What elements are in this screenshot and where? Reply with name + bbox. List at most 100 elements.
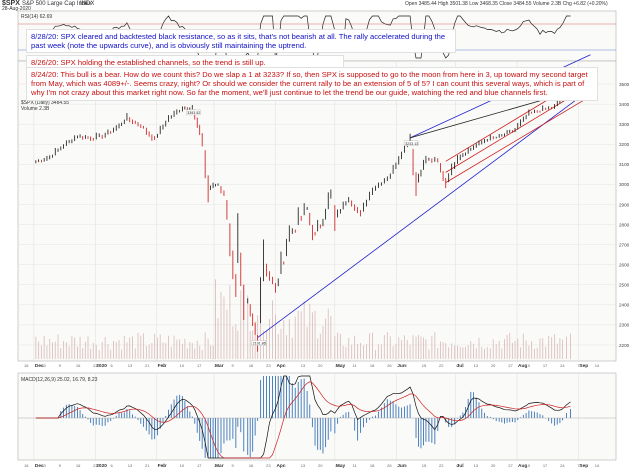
x-tick-2020: 2020 xyxy=(96,363,107,369)
y-tick-2600: 2600 xyxy=(619,262,630,267)
x-tick-macd-May: May xyxy=(336,463,346,469)
x-tick-Jul: Jul xyxy=(457,363,464,369)
x-day-23: 15 xyxy=(422,363,427,368)
volume-label: Volume 2.3B xyxy=(21,106,50,112)
grid-lines xyxy=(18,61,616,460)
annotation-0: 3393.52 xyxy=(187,111,200,115)
x-tick-macd-Jun: Jun xyxy=(397,463,406,469)
y-tick-2800: 2800 xyxy=(619,222,630,227)
x-day-macd-24: 22 xyxy=(439,463,444,468)
commentary-note-3: 8/24/20: This bull is a bear. How do we … xyxy=(26,67,598,101)
y-tick-2500: 2500 xyxy=(619,283,630,288)
x-day-macd-13: 16 xyxy=(249,463,254,468)
x-day-macd-14: 23 xyxy=(266,463,271,468)
annotation-2: 3233.13 xyxy=(405,142,418,146)
chart-date: 28-Aug-2020 xyxy=(2,6,31,12)
rsi-path xyxy=(35,15,571,59)
x-day-macd-30: 17 xyxy=(543,463,548,468)
x-tick-macd-Jul: Jul xyxy=(457,463,464,469)
x-day-21: 26 xyxy=(387,363,392,368)
x-day-macd-25: 6 xyxy=(456,463,459,468)
y-axis-ticks: 2200 2300 2400 2500 2600 2700 2800 2900 3000 3100… xyxy=(619,82,630,348)
chart-stats: Open 3485.44 High 3501.38 Low 3468.35 Cl… xyxy=(405,1,608,7)
x-day-14: 23 xyxy=(266,363,271,368)
annotation-box-1 xyxy=(251,340,266,346)
x-tick-macd-Dec: Dec xyxy=(35,463,44,469)
x-day-macd-4: 23 xyxy=(93,463,98,468)
y-tick-3300: 3300 xyxy=(619,122,630,127)
x-day-17: 20 xyxy=(318,363,323,368)
y-tick-2400: 2400 xyxy=(619,303,630,308)
x-day-macd-17: 20 xyxy=(318,463,323,468)
x-day-12: 9 xyxy=(232,363,235,368)
x-day-19: 11 xyxy=(353,363,358,368)
x-day-macd-1: 23 xyxy=(41,463,46,468)
x-day-8: 27 xyxy=(162,363,167,368)
x-day-macd-6: 13 xyxy=(128,463,133,468)
x-tick-macd-Aug: Aug xyxy=(518,463,527,469)
x-day-9: 10 xyxy=(180,363,185,368)
x-tick-macd-2020: 2020 xyxy=(96,463,107,469)
x-day-28: 27 xyxy=(508,363,513,368)
commentary-note-1: 8/28/20: SPX cleared and backtested blac… xyxy=(26,29,456,54)
channel-line-2 xyxy=(445,95,591,183)
x-day-macd-33: 14 xyxy=(595,463,600,468)
x-day-macd-31: 24 xyxy=(560,463,565,468)
chart-symbol: $SPX xyxy=(2,0,20,7)
x-tick-macd-Sep: Sep xyxy=(579,463,588,469)
channel-line-0 xyxy=(257,88,591,338)
x-day-macd-8: 27 xyxy=(162,463,167,468)
x-day-macd-7: 21 xyxy=(145,463,150,468)
x-day-macd-21: 26 xyxy=(387,463,392,468)
x-day-1: 23 xyxy=(41,363,46,368)
y-tick-3000: 3000 xyxy=(619,182,630,187)
x-tick-Apr: Apr xyxy=(276,363,284,369)
x-day-25: 6 xyxy=(456,363,459,368)
y-tick-2700: 2700 xyxy=(619,242,630,247)
x-tick-macd-Apr: Apr xyxy=(276,463,284,469)
x-day-macd-2: 9 xyxy=(59,463,62,468)
x-day-26: 13 xyxy=(474,363,479,368)
x-day-macd-27: 20 xyxy=(491,463,496,468)
rsi-label: RSI(14) 62.69 xyxy=(21,14,52,20)
x-tick-May: May xyxy=(336,363,346,369)
price-series xyxy=(35,78,571,352)
x-day-16: 13 xyxy=(301,363,306,368)
x-day-macd-0: 16 xyxy=(24,463,29,468)
y-tick-2200: 2200 xyxy=(619,343,630,348)
x-day-2: 9 xyxy=(59,363,62,368)
x-day-macd-18: 27 xyxy=(335,463,340,468)
y-tick-3400: 3400 xyxy=(619,102,630,107)
price-label: $SPX (Daily) 3484.55 xyxy=(21,100,69,106)
chart-name: S&P 500 Large Cap Index xyxy=(22,1,92,7)
x-day-5: 6 xyxy=(110,363,113,368)
x-day-3: 16 xyxy=(76,363,81,368)
x-day-macd-5: 6 xyxy=(110,463,113,468)
x-day-macd-29: 10 xyxy=(526,463,531,468)
macd-line xyxy=(35,375,571,459)
x-day-macd-26: 13 xyxy=(474,463,479,468)
x-day-22: 8 xyxy=(404,363,407,368)
x-day-macd-19: 11 xyxy=(353,463,358,468)
x-tick-macd-Mar: Mar xyxy=(215,463,224,469)
annotation-box-2 xyxy=(403,140,419,147)
chart-exchange: INDX xyxy=(80,1,95,7)
y-tick-2300: 2300 xyxy=(619,323,630,328)
x-day-13: 16 xyxy=(249,363,254,368)
x-day-32: 7 xyxy=(577,363,580,368)
x-day-macd-20: 18 xyxy=(370,463,375,468)
y-tick-3100: 3100 xyxy=(619,162,630,167)
y-tick-3500: 3500 xyxy=(619,82,630,87)
x-day-macd-16: 13 xyxy=(301,463,306,468)
macd-label: MACD(12,26,9) 25.02, 16.79, 8.23 xyxy=(21,377,98,383)
x-tick-macd-Feb: Feb xyxy=(158,463,167,469)
x-day-macd-22: 8 xyxy=(404,463,407,468)
x-day-24: 22 xyxy=(439,363,444,368)
x-day-macd-32: 7 xyxy=(577,463,580,468)
x-tick-Aug: Aug xyxy=(518,363,527,369)
x-tick-Feb: Feb xyxy=(158,363,167,369)
x-day-macd-9: 10 xyxy=(180,463,185,468)
y-tick-2900: 2900 xyxy=(619,202,630,207)
x-day-27: 20 xyxy=(491,363,496,368)
y-tick-3200: 3200 xyxy=(619,142,630,147)
